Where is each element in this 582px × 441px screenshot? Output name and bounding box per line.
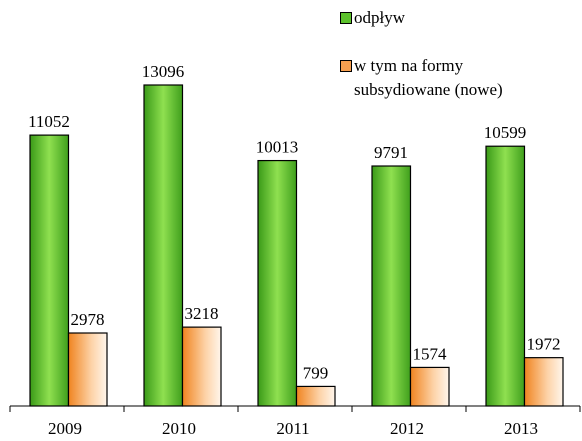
bar [523,357,564,407]
data-label: 2978 [71,310,105,329]
data-label: 9791 [374,143,408,162]
bar [143,84,184,407]
bar [181,326,222,407]
x-tick-label: 2011 [276,419,309,438]
data-label: 3218 [185,304,219,323]
bar [67,332,108,407]
legend-label: odpływ [354,8,405,27]
legend-swatch [340,60,352,72]
data-label: 10013 [256,138,299,157]
x-tick-label: 2012 [390,419,424,438]
data-label: 13096 [142,62,185,81]
bar [29,134,70,407]
data-label: 1972 [527,335,561,354]
data-label: 799 [303,363,329,382]
bar [485,145,526,407]
data-label: 11052 [28,112,70,131]
bar [409,366,450,407]
data-label: 10599 [484,123,527,142]
data-label: 1574 [413,344,448,363]
legend-label: w tym na formy subsydiowane (nowe) [354,56,503,99]
bar [295,385,336,407]
legend-item: w tym na formy subsydiowane (nowe) [340,54,550,102]
legend-item: odpływ [340,6,405,30]
x-tick-label: 2010 [162,419,196,438]
bar [371,165,412,407]
x-tick-label: 2009 [48,419,82,438]
legend-swatch [340,12,352,24]
bar [257,159,298,407]
x-tick-label: 2013 [504,419,538,438]
